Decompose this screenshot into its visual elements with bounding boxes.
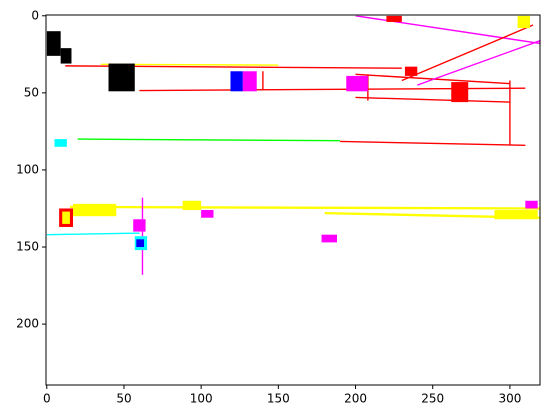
line bbox=[340, 140, 526, 146]
blob bbox=[62, 211, 70, 224]
blob bbox=[321, 234, 337, 243]
blob bbox=[525, 200, 538, 209]
blob bbox=[451, 82, 469, 103]
x-tick-label: 250 bbox=[421, 392, 444, 406]
x-tick-label: 100 bbox=[190, 392, 213, 406]
y-tick-label: 50 bbox=[24, 85, 39, 99]
x-tick-label: 50 bbox=[116, 392, 131, 406]
blob bbox=[346, 75, 368, 92]
blob bbox=[136, 239, 145, 248]
line bbox=[401, 24, 534, 82]
blob bbox=[517, 15, 530, 29]
y-tick-label: 100 bbox=[16, 162, 39, 176]
line bbox=[69, 205, 541, 210]
image-content bbox=[46, 15, 541, 386]
x-tick-label: 200 bbox=[344, 392, 367, 406]
y-tick-label: 150 bbox=[16, 240, 39, 254]
blob bbox=[201, 210, 214, 218]
blob bbox=[404, 66, 418, 76]
blob bbox=[230, 71, 243, 92]
x-tick-label: 300 bbox=[498, 392, 521, 406]
blob bbox=[494, 210, 538, 220]
line bbox=[77, 138, 341, 142]
y-tick-label: 200 bbox=[16, 317, 39, 331]
blob bbox=[182, 200, 202, 211]
blob bbox=[46, 31, 61, 56]
blob bbox=[386, 15, 402, 22]
blob bbox=[133, 219, 146, 232]
x-tick-label: 150 bbox=[267, 392, 290, 406]
blob bbox=[60, 48, 72, 64]
blob bbox=[242, 71, 257, 92]
line bbox=[355, 96, 510, 103]
axes-frame bbox=[45, 14, 541, 386]
blob bbox=[54, 139, 67, 147]
line bbox=[46, 232, 140, 236]
y-tick-label: 0 bbox=[31, 8, 39, 22]
blob bbox=[73, 203, 117, 217]
blob bbox=[108, 63, 135, 92]
line bbox=[417, 39, 541, 86]
x-tick-label: 0 bbox=[43, 392, 51, 406]
